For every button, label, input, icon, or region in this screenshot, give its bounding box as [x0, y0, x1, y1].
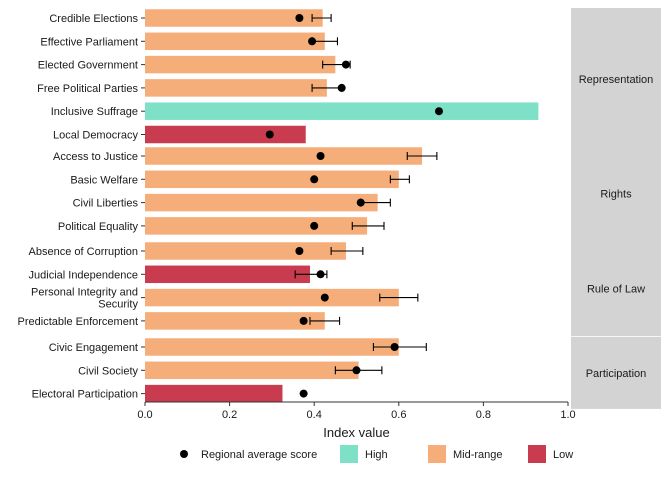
y-tick-label: Civic Engagement — [49, 342, 138, 354]
regional-average-point — [308, 37, 317, 46]
bar — [145, 170, 399, 189]
x-tick-label: 0.6 — [391, 409, 406, 421]
x-tick-label: 0.4 — [307, 409, 322, 421]
regional-average-point — [299, 316, 308, 325]
bar — [145, 265, 310, 284]
legend-key-swatch — [528, 445, 546, 463]
bar — [145, 217, 368, 235]
legend-key-point — [180, 450, 188, 458]
regional-average-point — [295, 247, 304, 255]
facet-strip — [571, 146, 661, 242]
bar — [145, 338, 399, 356]
legend-label: Regional average score — [201, 449, 317, 461]
bar — [145, 288, 399, 307]
y-tick-label: Electoral Participation — [32, 389, 138, 401]
legend-label: High — [365, 449, 388, 461]
y-tick-label: Predictable Enforcement — [18, 316, 138, 328]
legend-label: Low — [553, 449, 573, 461]
y-tick-label: Elected Government — [38, 60, 138, 72]
facet-label: Representation — [579, 74, 654, 86]
regional-average-point — [310, 221, 319, 230]
bar — [145, 102, 539, 120]
y-tick-label: Inclusive Suffrage — [51, 106, 138, 118]
x-tick-label: 0.0 — [137, 409, 152, 421]
y-tick-label: Credible Elections — [49, 13, 138, 25]
bar — [145, 125, 306, 144]
regional-average-point — [295, 14, 304, 22]
bar — [145, 79, 327, 97]
y-tick-label: Personal Integrity and Security — [31, 287, 139, 311]
regional-average-point — [356, 198, 365, 207]
y-tick-label: Free Political Parties — [37, 83, 138, 95]
regional-average-point — [434, 107, 443, 116]
y-tick-label: Effective Parliament — [40, 36, 138, 48]
y-tick-label: Access to Justice — [53, 151, 138, 163]
facet-label: Rule of Law — [587, 284, 645, 296]
facet-strip — [571, 8, 661, 150]
bar — [145, 193, 378, 212]
y-tick-label: Civil Liberties — [73, 198, 139, 210]
bar — [145, 9, 323, 27]
regional-average-point — [265, 130, 274, 139]
regional-average-point — [316, 152, 325, 160]
regional-average-point — [390, 343, 399, 351]
regional-average-point — [299, 389, 308, 398]
x-tick-label: 1.0 — [560, 409, 575, 421]
facet-label: Rights — [600, 189, 632, 201]
bar — [145, 147, 423, 165]
bar — [145, 384, 283, 403]
regional-average-point — [352, 366, 361, 375]
y-tick-label: Basic Welfare — [70, 174, 138, 186]
regional-average-point — [316, 270, 325, 279]
bar — [145, 242, 346, 260]
y-tick-label: Civil Society — [78, 365, 138, 377]
bar — [145, 55, 336, 74]
regional-average-point — [320, 293, 329, 302]
y-tick-label: Political Equality — [58, 221, 139, 233]
regional-average-point — [337, 83, 346, 92]
x-tick-label: 0.2 — [222, 409, 237, 421]
x-tick-label: 0.8 — [476, 409, 491, 421]
y-tick-label: Judicial Independence — [29, 269, 138, 281]
bar — [145, 361, 359, 380]
regional-average-point — [341, 60, 350, 69]
legend-key-swatch — [340, 445, 358, 463]
x-axis-title: Index value — [323, 425, 390, 440]
facet-strip — [571, 241, 661, 337]
legend-label: Mid-range — [453, 449, 503, 461]
bar — [145, 312, 325, 330]
y-tick-label: Local Democracy — [53, 130, 138, 142]
y-tick-label: Absence of Corruption — [29, 246, 138, 258]
facet-strip — [571, 337, 661, 409]
bar — [145, 32, 325, 51]
facet-label: Participation — [586, 368, 647, 380]
legend-key-swatch — [428, 445, 446, 463]
regional-average-point — [310, 175, 319, 184]
